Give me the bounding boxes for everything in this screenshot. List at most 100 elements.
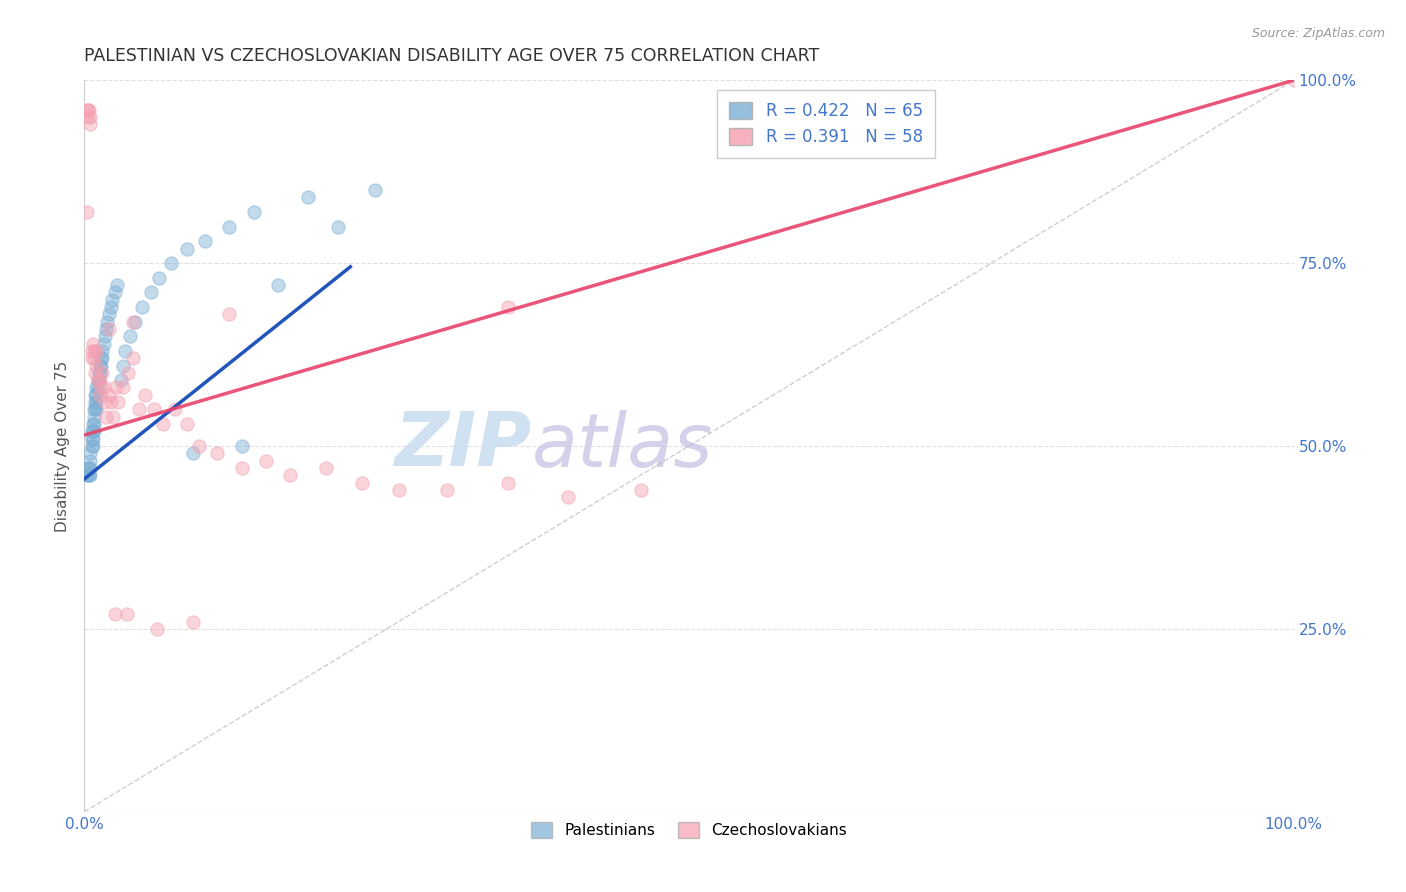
Point <box>89 388 111 402</box>
Point <box>83 343 105 358</box>
Point <box>79 468 101 483</box>
Point <box>86 373 108 387</box>
Point <box>105 278 128 293</box>
Point <box>86 380 108 394</box>
Point <box>496 300 519 314</box>
Legend: Palestinians, Czechoslovakians: Palestinians, Czechoslovakians <box>524 816 853 845</box>
Point <box>181 446 204 460</box>
Point <box>242 205 264 219</box>
Point <box>79 446 101 460</box>
Point <box>80 351 103 366</box>
Point <box>86 359 108 373</box>
Point <box>121 315 143 329</box>
Point <box>128 402 150 417</box>
Point <box>112 380 135 394</box>
Point <box>94 395 117 409</box>
Point <box>120 329 142 343</box>
Point <box>100 300 122 314</box>
Point <box>181 615 204 629</box>
Point <box>134 388 156 402</box>
Point <box>436 483 458 497</box>
Point <box>83 402 105 417</box>
Point <box>139 285 162 300</box>
Point <box>96 315 118 329</box>
Point <box>77 468 100 483</box>
Point <box>82 439 104 453</box>
Point <box>254 453 277 467</box>
Point <box>86 373 108 387</box>
Text: Source: ZipAtlas.com: Source: ZipAtlas.com <box>1251 27 1385 40</box>
Point <box>278 468 301 483</box>
Point <box>91 343 114 358</box>
Point <box>146 622 169 636</box>
Point <box>76 103 98 117</box>
Point <box>143 402 166 417</box>
Point <box>630 483 652 497</box>
Point <box>100 395 122 409</box>
Point <box>117 366 139 380</box>
Point <box>124 315 146 329</box>
Point <box>90 380 112 394</box>
Point <box>84 402 107 417</box>
Point <box>315 461 337 475</box>
Point <box>76 468 98 483</box>
Point <box>110 373 132 387</box>
Point <box>352 475 374 490</box>
Point <box>231 461 253 475</box>
Point <box>79 117 101 131</box>
Point <box>148 270 170 285</box>
Point <box>107 395 129 409</box>
Point <box>101 293 124 307</box>
Point <box>188 439 211 453</box>
Point <box>103 409 125 424</box>
Point <box>77 461 100 475</box>
Point <box>79 110 101 124</box>
Point <box>80 425 103 439</box>
Point <box>207 446 229 460</box>
Point <box>84 388 107 402</box>
Point <box>86 343 108 358</box>
Point <box>388 483 411 497</box>
Point <box>93 380 115 394</box>
Point <box>93 336 115 351</box>
Point <box>86 388 108 402</box>
Point <box>80 343 103 358</box>
Point <box>87 366 110 380</box>
Point <box>87 373 110 387</box>
Point <box>83 417 105 431</box>
Point <box>297 190 319 204</box>
Point <box>152 417 174 431</box>
Y-axis label: Disability Age Over 75: Disability Age Over 75 <box>55 360 70 532</box>
Point <box>363 183 385 197</box>
Point <box>90 351 112 366</box>
Point <box>87 373 110 387</box>
Point <box>77 103 100 117</box>
Point <box>496 475 519 490</box>
Point <box>80 439 103 453</box>
Point <box>77 103 100 117</box>
Point <box>82 432 104 446</box>
Text: ZIP: ZIP <box>395 409 531 483</box>
Point <box>165 402 187 417</box>
Point <box>82 417 104 431</box>
Point <box>194 234 217 248</box>
Point <box>86 402 108 417</box>
Point <box>83 425 105 439</box>
Text: PALESTINIAN VS CZECHOSLOVAKIAN DISABILITY AGE OVER 75 CORRELATION CHART: PALESTINIAN VS CZECHOSLOVAKIAN DISABILIT… <box>84 47 820 65</box>
Point <box>328 219 350 234</box>
Point <box>77 461 100 475</box>
Point <box>218 219 240 234</box>
Point <box>79 461 101 475</box>
Point <box>86 395 108 409</box>
Point <box>90 359 112 373</box>
Point <box>91 351 114 366</box>
Point <box>104 380 127 394</box>
Point <box>97 307 120 321</box>
Point <box>114 343 136 358</box>
Point <box>97 322 120 336</box>
Point <box>77 468 100 483</box>
Point <box>83 409 105 424</box>
Point <box>86 380 108 394</box>
Point <box>79 453 101 467</box>
Point <box>97 388 120 402</box>
